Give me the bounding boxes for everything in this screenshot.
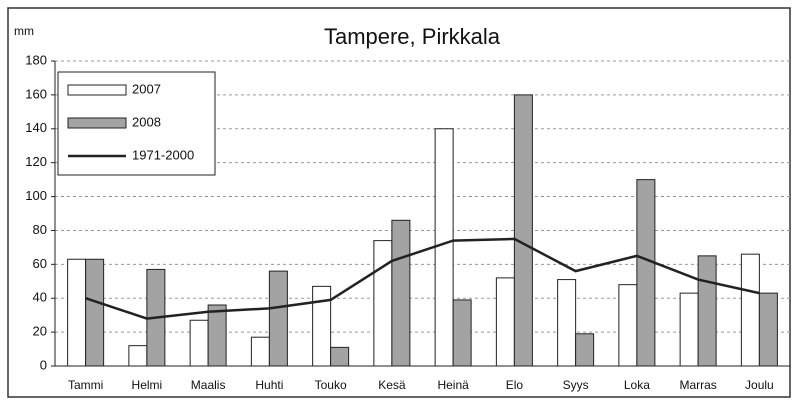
x-tick-label: Syys <box>563 378 589 392</box>
bar <box>513 94 533 367</box>
bar <box>207 304 227 367</box>
y-tick-label: 160 <box>25 86 47 101</box>
bar <box>250 336 270 367</box>
x-tick-label: Helmi <box>132 378 163 392</box>
x-tick-label: Joulu <box>745 378 774 392</box>
bar <box>636 179 656 367</box>
x-tick-label: Heinä <box>437 378 469 392</box>
bar <box>697 255 717 367</box>
bar <box>391 219 411 367</box>
y-tick-label: 100 <box>25 188 47 203</box>
x-tick-label: Kesä <box>378 378 406 392</box>
y-tick-label: 180 <box>25 52 47 67</box>
bar <box>758 292 778 367</box>
y-tick-label: 40 <box>33 290 47 305</box>
bar <box>618 284 638 367</box>
bar <box>575 333 595 367</box>
bar <box>434 128 454 367</box>
bar <box>740 253 760 367</box>
y-tick-label: 20 <box>33 324 47 339</box>
y-tick-label: 80 <box>33 222 47 237</box>
x-tick-label: Touko <box>315 378 347 392</box>
y-tick-label: 0 <box>40 357 47 372</box>
bar <box>557 279 577 367</box>
y-tick-label: 140 <box>25 120 47 135</box>
x-tick-label: Tammi <box>68 378 103 392</box>
bar <box>268 270 288 367</box>
chart-title: Tampere, Pirkkala <box>324 24 501 49</box>
line-series <box>85 237 760 320</box>
bar <box>679 292 699 367</box>
x-tick-label: Elo <box>506 378 524 392</box>
bar <box>67 258 87 367</box>
legend-swatch <box>67 117 127 129</box>
y-tick-label: 120 <box>25 154 47 169</box>
y-tick-label: 60 <box>33 256 47 271</box>
legend-label: 2008 <box>132 114 161 129</box>
y-axis-label: mm <box>14 24 34 38</box>
bar <box>495 277 515 367</box>
bar <box>189 319 209 367</box>
bar <box>452 299 472 367</box>
legend-swatch <box>67 84 127 96</box>
x-tick-label: Maalis <box>191 378 226 392</box>
bar <box>128 345 148 367</box>
x-tick-label: Huhti <box>255 378 283 392</box>
x-tick-label: Loka <box>624 378 650 392</box>
bar <box>330 346 350 367</box>
bar <box>85 258 105 367</box>
bar <box>312 285 332 367</box>
bar <box>373 240 393 367</box>
legend-label: 2007 <box>132 81 161 96</box>
legend-label: 1971-2000 <box>132 147 194 162</box>
chart-border <box>7 7 791 398</box>
x-tick-label: Marras <box>679 378 716 392</box>
